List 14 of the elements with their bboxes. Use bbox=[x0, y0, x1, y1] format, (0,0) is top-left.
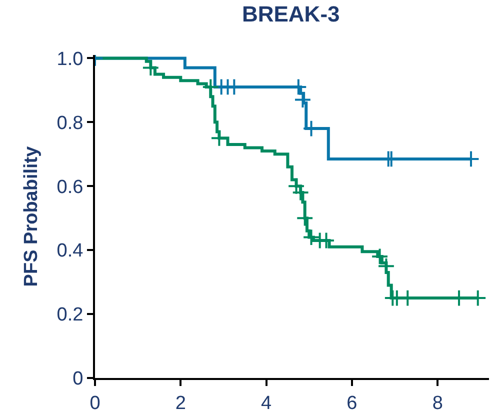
y-tick-label: 0.6 bbox=[56, 176, 84, 198]
y-tick-label: 0.2 bbox=[56, 304, 84, 326]
y-tick-label: 0.4 bbox=[56, 240, 84, 262]
chart-title: BREAK-3 bbox=[242, 2, 340, 27]
x-tick-label: 8 bbox=[432, 392, 443, 414]
x-tick-label: 6 bbox=[346, 392, 358, 414]
y-tick-label: 0.8 bbox=[56, 112, 84, 134]
y-axis-title: PFS Probability bbox=[21, 146, 42, 287]
x-tick-label: 2 bbox=[175, 392, 186, 414]
y-tick-label: 1.0 bbox=[56, 48, 84, 70]
x-tick-label: 0 bbox=[90, 392, 100, 414]
y-tick-label: 0 bbox=[72, 368, 84, 390]
point bbox=[302, 228, 320, 246]
x-tick-label: 4 bbox=[261, 392, 272, 414]
